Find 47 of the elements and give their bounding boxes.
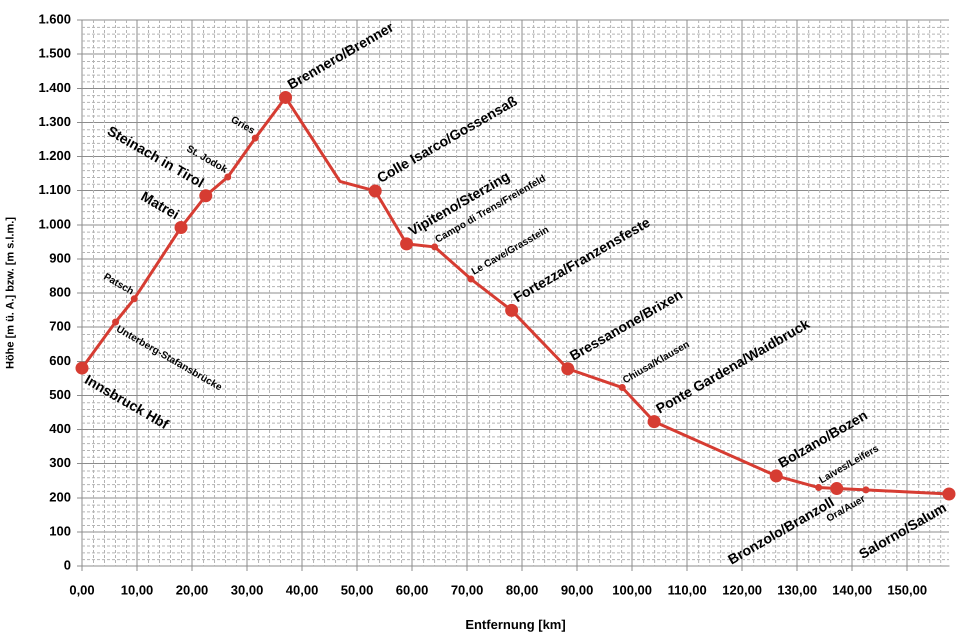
x-tick-label: 20,00 (176, 582, 208, 598)
point (561, 362, 574, 376)
x-tick-label: 80,00 (506, 582, 538, 598)
point (76, 362, 88, 375)
point (400, 237, 414, 250)
x-tick-label: 30,00 (230, 582, 264, 598)
x-tick-label: 130,00 (777, 582, 818, 598)
y-tick-label: 0 (64, 558, 71, 573)
x-tick-label: 10,00 (120, 582, 154, 598)
y-tick-label: 400 (49, 421, 71, 436)
y-tick-label: 300 (49, 455, 71, 470)
x-tick-label: 120,00 (722, 582, 762, 598)
x-tick-label: 40,00 (286, 582, 318, 598)
point (942, 487, 956, 500)
y-tick-label: 200 (49, 489, 71, 504)
x-tick-label: 140,00 (832, 582, 872, 598)
x-tick-label: 60,00 (396, 582, 428, 598)
point (770, 469, 783, 482)
point (279, 90, 292, 104)
point (505, 304, 518, 317)
x-axis-title: Entfernung [km] (465, 616, 566, 632)
point (174, 220, 188, 234)
y-tick-label: 600 (49, 352, 71, 368)
x-tick-label: 90,00 (560, 582, 594, 598)
y-tick-label: 800 (49, 284, 71, 300)
y-axis-title: Höhe [m ü. A.] bzw. [m s.l.m.] (4, 216, 17, 369)
y-tick-label: 1.500 (38, 46, 71, 61)
x-tick-label: 0,00 (69, 582, 95, 598)
y-tick-label: 1.400 (38, 80, 71, 95)
x-tick-label: 70,00 (450, 582, 484, 598)
y-tick-label: 1.100 (38, 182, 71, 198)
y-tick-label: 1.300 (38, 114, 71, 129)
point (648, 415, 661, 428)
y-tick-label: 1.200 (38, 148, 71, 164)
point (368, 184, 382, 198)
x-tick-label: 150,00 (887, 582, 928, 598)
y-tick-label: 1.600 (38, 12, 71, 27)
y-tick-label: 700 (49, 318, 71, 334)
y-tick-label: 500 (49, 386, 71, 402)
annotation: Gries (228, 114, 257, 137)
y-tick-label: 1.000 (38, 216, 71, 232)
y-tick-label: 900 (49, 250, 71, 266)
x-tick-label: 50,00 (340, 582, 374, 598)
x-tick-label: 110,00 (668, 582, 707, 598)
point (199, 189, 212, 202)
y-tick-label: 100 (49, 523, 71, 538)
x-tick-label: 100,00 (612, 582, 652, 598)
